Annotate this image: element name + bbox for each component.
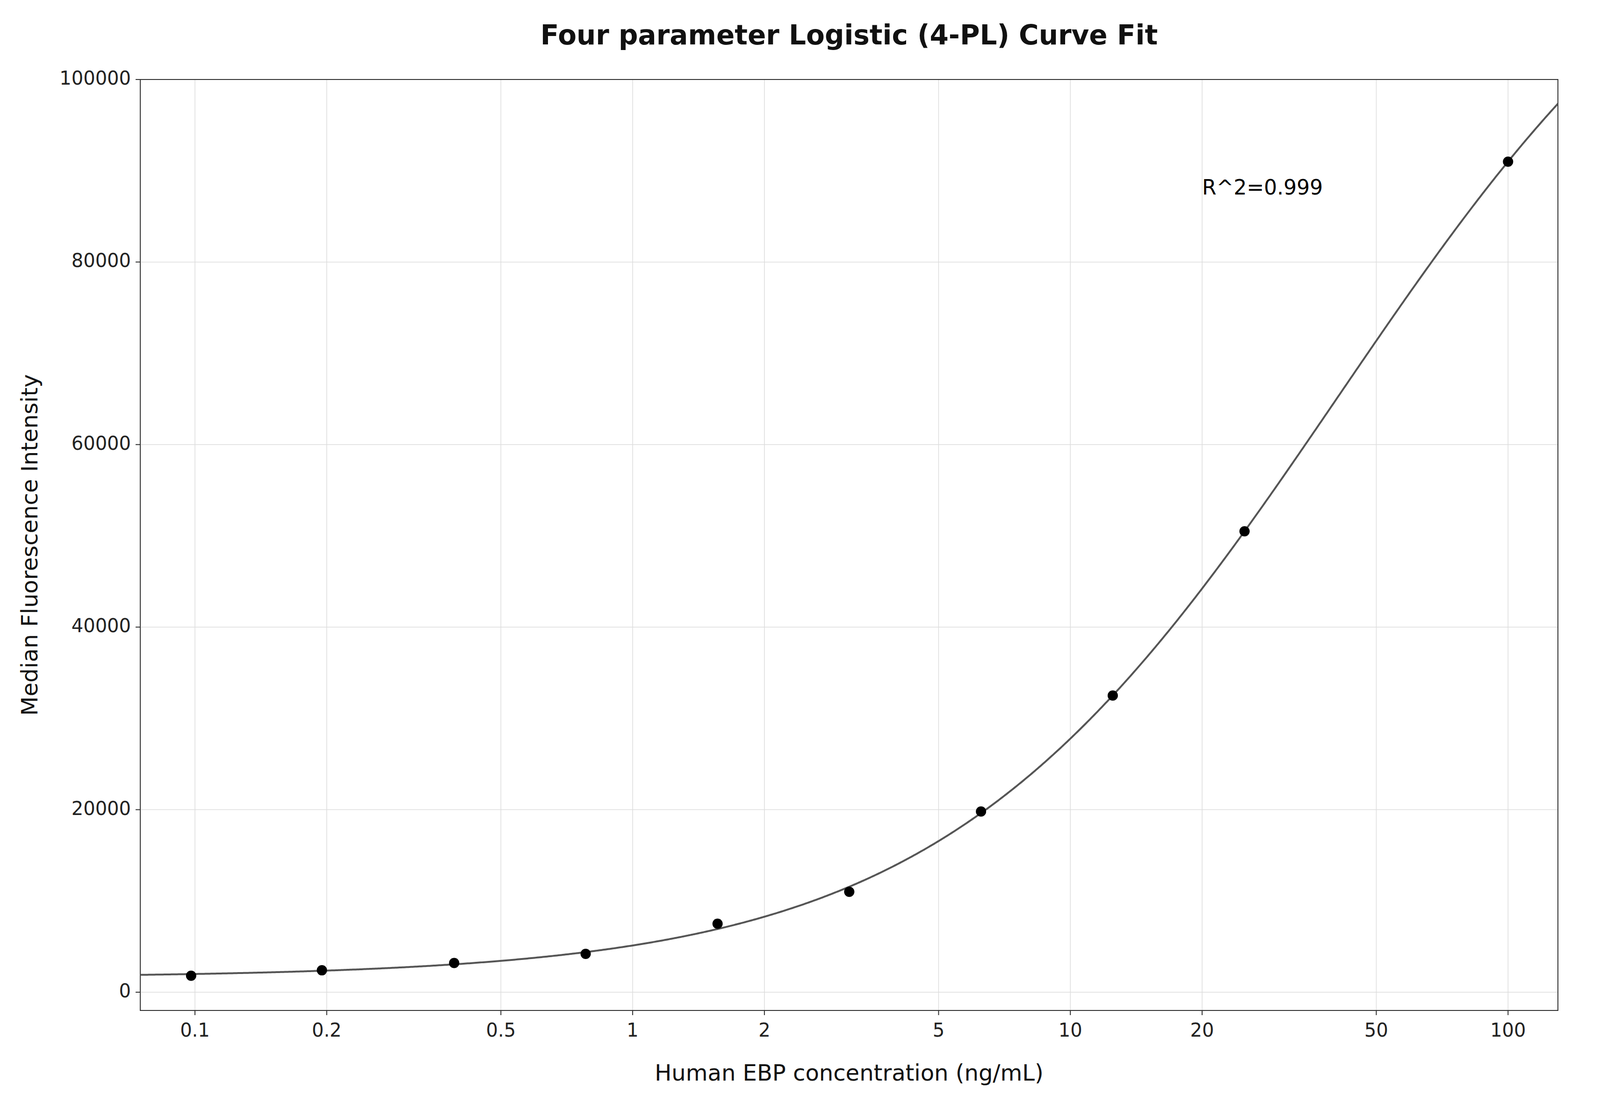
data-point <box>186 970 197 981</box>
y-tick-label: 40000 <box>71 614 131 637</box>
x-grid-line <box>500 79 502 1011</box>
x-tick-label: 0.1 <box>180 1019 210 1041</box>
x-tick-label: 2 <box>758 1019 771 1041</box>
x-grid-line <box>1201 79 1203 1011</box>
x-tick-label: 0.2 <box>311 1019 342 1041</box>
x-tick-label: 100 <box>1490 1019 1526 1041</box>
data-point <box>580 948 591 959</box>
y-tick <box>135 79 141 80</box>
y-grid-line <box>140 444 1558 446</box>
y-tick-label: 60000 <box>71 432 131 455</box>
y-tick-label: 20000 <box>71 797 131 820</box>
x-tick <box>326 1010 328 1016</box>
y-tick-label: 100000 <box>59 67 131 89</box>
x-tick <box>1069 1010 1071 1016</box>
x-tick <box>1376 1010 1377 1016</box>
y-tick <box>135 991 141 993</box>
chart-svg: 0.1 0.2 0.5 1 2 5 10 20 50 100 0 20000 40000 60000 800… <box>0 0 1600 1118</box>
data-point <box>1107 690 1118 701</box>
data-point <box>1239 526 1250 537</box>
x-grid-line <box>1507 79 1509 1011</box>
y-grid-line <box>140 261 1558 263</box>
y-tick <box>135 626 141 628</box>
data-point <box>843 886 855 897</box>
y-tick <box>135 261 141 263</box>
x-tick <box>1201 1010 1203 1016</box>
x-grid-line <box>1069 79 1071 1011</box>
x-grid-line <box>1376 79 1377 1011</box>
x-axis-label: Human EBP concentration (ng/mL) <box>654 1059 1044 1086</box>
x-tick-label: 0.5 <box>485 1019 516 1041</box>
y-grid-line <box>140 626 1558 628</box>
axes: 0.1 0.2 0.5 1 2 5 10 20 50 100 0 20000 40000 60000 800… <box>59 67 1558 1041</box>
plot-area <box>140 103 1558 981</box>
x-grid-line <box>763 79 765 1011</box>
x-tick <box>500 1010 502 1016</box>
background <box>0 0 1600 1118</box>
data-point <box>448 957 460 968</box>
chart-container: 0.1 0.2 0.5 1 2 5 10 20 50 100 0 20000 40000 60000 800… <box>0 0 1600 1118</box>
annotation: R^2=0.999 <box>1202 175 1323 200</box>
x-grid-line <box>938 79 940 1011</box>
x-tick <box>937 1010 939 1016</box>
y-tick <box>135 444 141 446</box>
x-tick-label: 50 <box>1364 1019 1389 1041</box>
x-tick <box>194 1010 196 1016</box>
chart-title: Four parameter Logistic (4-PL) Curve Fit <box>540 19 1158 51</box>
x-tick <box>1507 1010 1509 1016</box>
y-tick <box>135 809 141 811</box>
x-tick-label: 5 <box>932 1019 945 1041</box>
data-point <box>975 806 987 817</box>
data-point <box>712 918 723 930</box>
fit-curve <box>140 103 1558 975</box>
y-axis-label: Median Fluorescence Intensity <box>16 374 43 716</box>
data-point <box>1502 156 1514 167</box>
x-grid-line <box>326 79 328 1011</box>
x-tick <box>632 1010 634 1016</box>
y-grid-line <box>140 991 1558 993</box>
x-tick-label: 20 <box>1190 1019 1215 1041</box>
x-tick <box>763 1010 765 1016</box>
data-point <box>316 965 327 976</box>
x-grid-line <box>194 79 196 1011</box>
plot-frame <box>140 79 1558 1011</box>
x-tick-label: 10 <box>1058 1019 1083 1041</box>
y-tick-label: 80000 <box>71 249 131 272</box>
y-tick-label: 0 <box>119 980 131 1002</box>
grid <box>140 79 1558 1011</box>
y-grid-line <box>140 809 1558 811</box>
x-grid-line <box>632 79 634 1011</box>
x-tick-label: 1 <box>626 1019 639 1041</box>
